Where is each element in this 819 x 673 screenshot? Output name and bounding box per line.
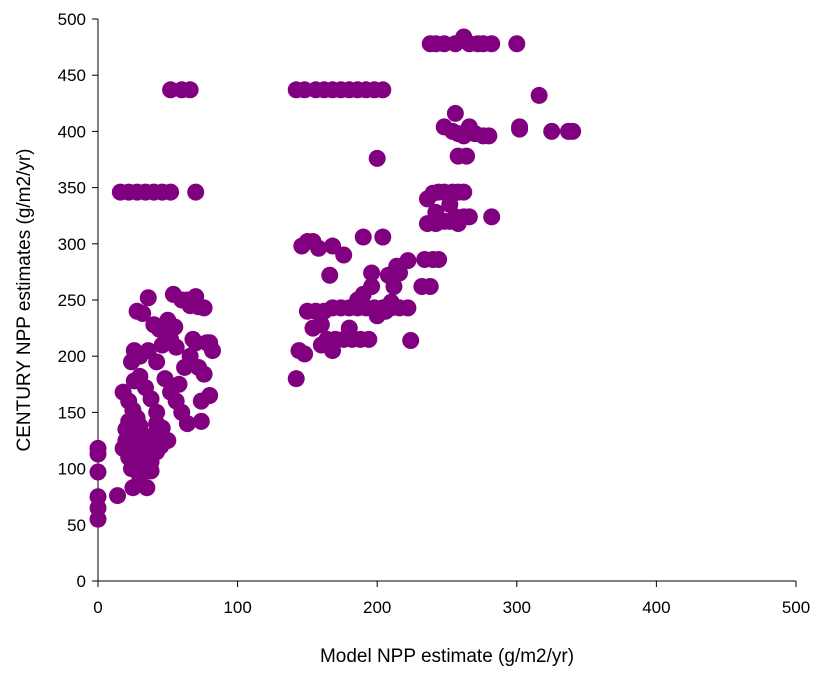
data-point: [374, 228, 392, 246]
data-point: [162, 183, 180, 201]
data-point: [508, 35, 526, 53]
data-point: [120, 412, 138, 430]
data-point: [312, 316, 330, 334]
data-point: [324, 342, 342, 360]
data-point: [89, 488, 107, 506]
data-point: [399, 299, 417, 317]
data-point: [483, 208, 501, 226]
y-tick-label: 150: [58, 403, 86, 422]
y-tick-label: 0: [77, 572, 86, 591]
data-point: [178, 415, 196, 433]
y-tick-label: 100: [58, 460, 86, 479]
data-point: [187, 183, 205, 201]
y-tick-label: 400: [58, 122, 86, 141]
data-point: [363, 278, 381, 296]
y-tick-label: 350: [58, 179, 86, 198]
y-tick-label: 200: [58, 347, 86, 366]
data-point: [363, 264, 381, 282]
data-point: [296, 345, 314, 363]
data-point: [455, 183, 473, 201]
data-point: [184, 330, 202, 348]
data-point: [287, 370, 305, 388]
data-point: [89, 439, 107, 457]
x-axis-title: Model NPP estimate (g/m2/yr): [320, 646, 574, 667]
data-point: [148, 353, 166, 371]
data-point: [354, 228, 372, 246]
x-tick-label: 0: [93, 598, 102, 617]
data-point: [153, 336, 171, 354]
data-point: [480, 127, 498, 145]
y-tick-label: 500: [58, 10, 86, 29]
data-point: [511, 118, 529, 136]
x-tick-label: 200: [363, 598, 391, 617]
x-tick-label: 300: [503, 598, 531, 617]
data-point: [441, 195, 459, 213]
data-point: [458, 147, 476, 165]
data-point: [421, 278, 439, 296]
data-point: [148, 403, 166, 421]
data-point: [192, 412, 210, 430]
x-tick-label: 400: [642, 598, 670, 617]
data-point: [360, 330, 378, 348]
x-tick-label: 100: [223, 598, 251, 617]
data-point: [134, 304, 152, 322]
data-point: [195, 365, 213, 383]
data-point: [159, 432, 177, 449]
data-point: [181, 81, 199, 99]
data-point: [427, 203, 445, 221]
y-tick-label: 50: [67, 516, 86, 535]
data-point: [310, 239, 328, 257]
data-point: [139, 460, 157, 478]
data-point: [564, 122, 582, 140]
y-tick-label: 450: [58, 66, 86, 85]
data-point: [460, 208, 478, 226]
data-point: [109, 487, 127, 505]
data-point: [446, 104, 464, 122]
data-point: [382, 293, 400, 311]
data-point: [170, 375, 188, 393]
data-point: [388, 257, 406, 275]
data-point: [374, 81, 392, 99]
data-point: [340, 319, 358, 337]
data-point: [368, 149, 386, 167]
x-axis-ticks: 0 100 200 300 400 500: [93, 581, 810, 617]
y-tick-label: 300: [58, 235, 86, 254]
data-point: [430, 251, 448, 269]
data-point: [530, 86, 548, 104]
data-point: [139, 289, 157, 307]
data-point: [198, 334, 216, 352]
data-point: [483, 35, 501, 53]
y-tick-label: 250: [58, 291, 86, 310]
y-axis-ticks: 0 50 100 150 200 250 300 350 400 450 500: [58, 10, 98, 591]
data-point: [156, 370, 174, 388]
data-point: [321, 266, 339, 284]
data-point: [543, 122, 561, 140]
data-point: [195, 299, 213, 317]
data-point: [89, 463, 107, 481]
data-point: [402, 331, 420, 349]
data-point: [142, 390, 160, 408]
data-points: [89, 28, 582, 528]
data-point: [201, 387, 219, 405]
data-point: [335, 246, 353, 264]
x-tick-label: 500: [782, 598, 810, 617]
y-axis-title: CENTURY NPP estimates (g/m2/yr): [14, 148, 35, 451]
